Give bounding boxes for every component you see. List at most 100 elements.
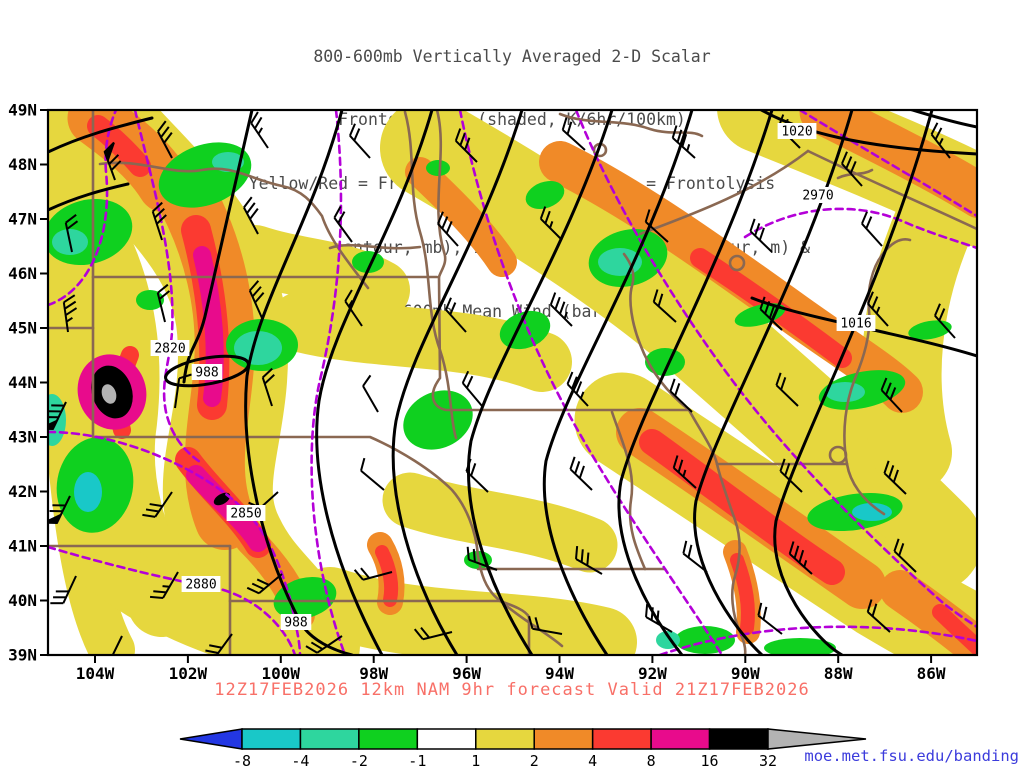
river <box>328 243 422 250</box>
mslp-contour <box>467 110 614 655</box>
mslp-contour <box>315 110 434 655</box>
contour-label: 2820 <box>154 342 185 357</box>
shading-layer <box>48 110 977 655</box>
lon-label: 100W <box>262 664 301 683</box>
lon-label: 94W <box>545 664 574 683</box>
lake <box>828 445 848 465</box>
wind-barb <box>261 367 275 407</box>
lon-label: 92W <box>638 664 667 683</box>
lake <box>728 254 746 272</box>
wind-barb <box>549 292 573 327</box>
contour-label: 988 <box>284 616 307 631</box>
lat-label: 47N <box>8 210 37 229</box>
wind-barb <box>362 374 379 413</box>
lon-label: 98W <box>359 664 388 683</box>
wind-barb <box>779 458 803 493</box>
wind-barb <box>466 546 498 571</box>
site-link[interactable]: moe.met.fsu.edu/banding <box>804 747 1019 765</box>
wind-barb <box>671 125 696 159</box>
lat-label: 44N <box>8 373 37 392</box>
lat-label: 41N <box>8 537 37 556</box>
wind-barb <box>930 122 951 159</box>
wind-barb <box>867 291 889 327</box>
wind-barb <box>349 123 371 159</box>
wind-barb <box>569 456 593 491</box>
wind-barb <box>454 128 478 163</box>
wind-barb <box>250 111 269 149</box>
contour-label: 2970 <box>802 189 833 204</box>
colorbar-segment <box>533 728 594 750</box>
contour-label-box <box>836 315 876 331</box>
wind-barb <box>48 495 71 524</box>
mslp-contours-layer <box>48 110 977 655</box>
wind-barb <box>757 602 783 635</box>
mslp-contour <box>48 116 154 154</box>
wind-barb <box>934 303 956 339</box>
contour-label: 988 <box>195 366 218 381</box>
colorbar-segment <box>299 728 360 750</box>
wind-barb <box>103 141 122 181</box>
height-contour <box>658 625 977 655</box>
contour-label: 2880 <box>185 578 216 593</box>
mslp-contour <box>758 110 977 156</box>
state-border <box>431 275 691 412</box>
mslp-contour <box>244 110 354 655</box>
wind-barb <box>437 211 459 247</box>
wind-barb <box>652 289 677 323</box>
colorbar-segment <box>650 728 711 750</box>
wind-barb <box>841 151 863 187</box>
wind-barb <box>644 209 669 243</box>
wind-barb <box>880 377 903 413</box>
wind-barb <box>672 455 697 489</box>
forecast-caption: 12Z17FEB2026 12km NAM 9hr forecast Valid… <box>214 680 810 700</box>
river <box>610 410 647 571</box>
wind-barb <box>561 117 586 151</box>
height-contour <box>574 110 977 629</box>
wind-barb <box>749 218 773 253</box>
contour-labels-layer: 2820 988 2850 2880 988 1020 2970 1016 <box>150 123 876 631</box>
contour-label-box <box>777 123 817 139</box>
lon-label: 104W <box>76 664 115 683</box>
lat-label: 45N <box>8 319 37 338</box>
lon-label: 90W <box>731 664 760 683</box>
wind-barb <box>174 373 192 409</box>
wind-barb <box>669 378 693 413</box>
river <box>500 600 564 648</box>
wind-barb <box>64 214 79 253</box>
wind-barb <box>539 206 563 241</box>
colorbar-tick-label: 1 <box>471 752 480 768</box>
lake-shore <box>806 149 977 231</box>
colorbar-segment <box>241 728 302 750</box>
lon-label: 86W <box>917 664 946 683</box>
wind-barb <box>111 635 123 655</box>
wind-barbs-layer <box>48 111 956 655</box>
colorbar-right-arrow <box>767 728 867 750</box>
contour-label-box <box>191 364 223 380</box>
lon-label: 102W <box>169 664 208 683</box>
wind-barb <box>246 573 283 595</box>
colorbar-tick-label: 4 <box>588 752 597 768</box>
lake-shore <box>845 462 886 516</box>
lat-label: 48N <box>8 155 37 174</box>
wind-barb <box>149 571 179 599</box>
wind-barb <box>775 372 799 407</box>
wind-barb <box>682 540 708 573</box>
colorbar-tick-label: 2 <box>530 752 539 768</box>
height-contour <box>798 110 977 218</box>
wind-barb <box>305 635 343 654</box>
contour-label: 1016 <box>840 317 871 332</box>
mslp-contour <box>48 182 130 212</box>
mslp-contour <box>693 110 854 655</box>
wind-barb <box>861 211 883 247</box>
wind-barb <box>360 457 385 491</box>
wind-barb <box>461 370 483 407</box>
lat-label: 49N <box>8 101 37 120</box>
wind-barb <box>413 626 453 641</box>
lat-label: 46N <box>8 264 37 283</box>
lat-label: 43N <box>8 428 37 447</box>
wind-barb <box>62 294 78 333</box>
wind-barb <box>157 120 173 159</box>
colorbar-tick-label: 16 <box>701 752 719 768</box>
height-contour <box>310 110 347 655</box>
wind-barb <box>333 205 353 243</box>
